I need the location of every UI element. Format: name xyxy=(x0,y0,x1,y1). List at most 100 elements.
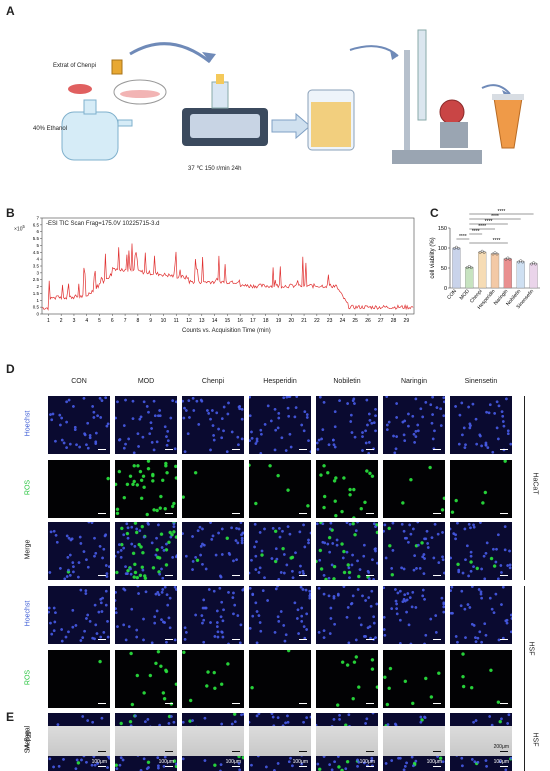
micrograph-cell xyxy=(182,396,244,454)
scale-label: 200μm xyxy=(493,744,509,750)
group-label: HSF xyxy=(531,732,539,747)
micrograph-cell xyxy=(48,650,110,708)
tic-xtick-label: 23 xyxy=(327,318,333,324)
column-header: Hesperidin xyxy=(263,378,297,385)
ethanol-label: 40% Ethanol xyxy=(33,126,68,132)
tic-xtick-label: 8 xyxy=(136,318,139,324)
micrograph-cell xyxy=(316,396,378,454)
column-header: Nobiletin xyxy=(333,378,361,385)
tic-ytick-label: 7 xyxy=(36,216,39,221)
micrograph-cell xyxy=(316,460,378,518)
row-label: ROS xyxy=(24,479,32,496)
panel-e-label: E xyxy=(6,710,15,724)
micrograph-cell xyxy=(383,460,445,518)
sa-bgal-cell xyxy=(115,726,177,756)
significance-marker: **** xyxy=(472,229,480,235)
tic-xtick-label: 6 xyxy=(111,318,114,324)
micrograph-cell xyxy=(48,460,110,518)
bar-category-label: CON xyxy=(446,288,458,301)
scale-label: 100μm xyxy=(225,759,241,765)
micrograph-cell xyxy=(182,522,244,580)
micrograph-cell xyxy=(383,650,445,708)
chenpi-cup-icon xyxy=(111,59,123,75)
column-header: Naringin xyxy=(400,378,428,385)
right-arrow-icon xyxy=(271,112,311,140)
sa-bgal-cell xyxy=(48,726,110,756)
tic-xtick-label: 3 xyxy=(73,318,76,324)
scale-label: 100μm xyxy=(359,759,375,765)
micrograph-cell xyxy=(316,522,378,580)
tic-xtick-label: 29 xyxy=(404,318,410,324)
tic-ytick-label: 3 xyxy=(36,270,39,275)
micrograph-cell xyxy=(383,522,445,580)
bar-mod xyxy=(465,267,474,289)
column-header: MOD xyxy=(137,378,155,385)
panel-a-schematic xyxy=(61,29,524,164)
tic-xtick-label: 21 xyxy=(301,318,307,324)
tic-xtick-label: 26 xyxy=(365,318,371,324)
tic-xtick-label: 1 xyxy=(47,318,50,324)
tic-ytick-label: 1 xyxy=(36,298,39,303)
ethanol-flask-icon xyxy=(61,111,119,161)
micrograph-cell xyxy=(450,522,512,580)
tic-xtick-label: 17 xyxy=(250,318,256,324)
micrograph-cell xyxy=(115,586,177,644)
micrograph-cell xyxy=(48,396,110,454)
bar-ytick-label: 50 xyxy=(441,266,447,272)
tic-ytick-label: 6.5 xyxy=(33,222,40,227)
tic-xtick-label: 10 xyxy=(161,318,167,324)
tic-xtick-label: 13 xyxy=(199,318,205,324)
micrograph-cell xyxy=(115,650,177,708)
tic-ytick-label: 0 xyxy=(36,312,39,317)
row-label: Merge xyxy=(24,539,32,560)
tic-header: -ESI TIC Scan Frag=175.0V 10225715-3.d xyxy=(46,221,160,227)
bar-ytick-label: 100 xyxy=(438,246,447,252)
micrograph-cell xyxy=(383,586,445,644)
group-bracket xyxy=(522,726,525,756)
panel-a-label: A xyxy=(6,4,15,18)
bar-naringin xyxy=(503,258,512,289)
significance-marker: **** xyxy=(478,224,486,230)
panel-b-label: B xyxy=(6,206,15,220)
micrograph-cell xyxy=(249,522,311,580)
micrograph-cell xyxy=(48,586,110,644)
significance-marker: **** xyxy=(459,234,467,240)
tic-xtick-label: 11 xyxy=(174,318,179,324)
group-bracket xyxy=(522,396,525,580)
tic-xtick-label: 16 xyxy=(237,318,243,324)
tic-xtick-label: 28 xyxy=(391,318,397,324)
bar-chenpi xyxy=(478,251,487,289)
tic-xtick-label: 2 xyxy=(60,318,63,324)
micrograph-cell xyxy=(249,650,311,708)
micrograph-cell xyxy=(316,650,378,708)
bar-sinensetin xyxy=(529,263,538,289)
significance-marker: **** xyxy=(498,209,506,215)
scale-label: 100μm xyxy=(493,759,509,765)
micrograph-cell xyxy=(450,460,512,518)
tic-xtick-label: 24 xyxy=(340,318,346,324)
micrograph-cell xyxy=(249,586,311,644)
row-label: Hoechst xyxy=(24,410,32,437)
tic-xtick-label: 15 xyxy=(225,318,231,324)
tic-xtick-label: 25 xyxy=(352,318,358,324)
y-multiplier: ×105 xyxy=(14,224,25,233)
tic-ytick-label: 2 xyxy=(36,284,39,289)
micrograph-cell xyxy=(48,522,110,580)
micrograph-cell xyxy=(182,586,244,644)
sa-bgal-cell xyxy=(316,726,378,756)
scale-label: 100μm xyxy=(426,759,442,765)
tic-xtick-label: 4 xyxy=(85,318,88,324)
tic-ytick-label: 3.5 xyxy=(33,264,40,269)
micrograph-cell xyxy=(115,522,177,580)
sa-bgal-cell: 200μm xyxy=(450,726,512,756)
row-label: Hoechst xyxy=(24,600,32,627)
column-header: CON xyxy=(71,378,87,385)
scale-label: 100μm xyxy=(91,759,107,765)
extract-label: Extrat of Chenpi xyxy=(53,63,97,69)
tic-ytick-label: 1.5 xyxy=(33,291,40,296)
scale-label: 100μm xyxy=(292,759,308,765)
bar-ytick-label: 0 xyxy=(444,286,447,292)
sa-bgal-cell xyxy=(383,726,445,756)
